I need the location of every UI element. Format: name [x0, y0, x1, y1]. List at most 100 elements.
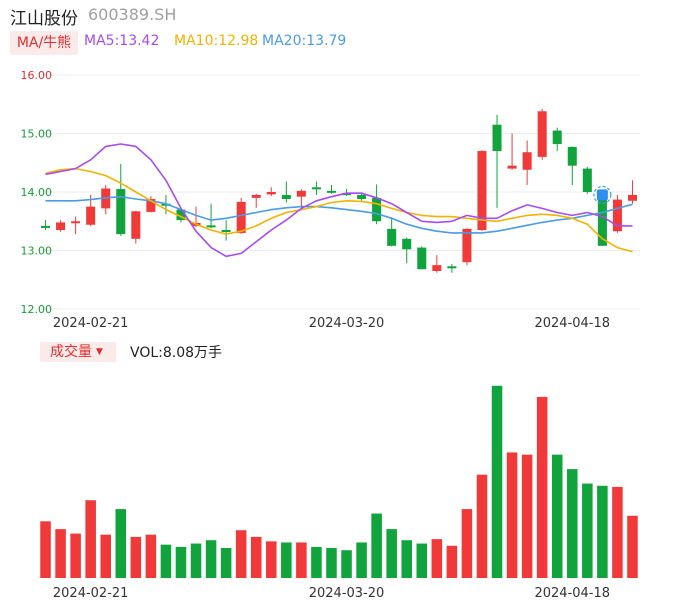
- candle-down: [116, 189, 126, 235]
- ma20-line: [45, 195, 633, 234]
- candle-up: [537, 111, 547, 157]
- date-tick-label: 2024-02-21: [53, 316, 129, 331]
- volume-bar-up: [506, 452, 518, 578]
- volume-bar-down: [190, 543, 202, 578]
- candle-down: [597, 196, 607, 246]
- price-tick-label: 15.00: [21, 128, 53, 141]
- volume-bar-up: [55, 529, 66, 578]
- candle-up: [507, 165, 517, 169]
- volume-bar-up: [431, 539, 443, 578]
- candle-down: [161, 203, 171, 206]
- signal-marker-ring: [593, 185, 612, 205]
- candle-down: [567, 146, 577, 166]
- stock-name: 江山股份: [10, 9, 78, 29]
- stock-code: 600389.SH: [88, 5, 177, 24]
- volume-bar-up: [521, 454, 533, 578]
- candle-down: [206, 225, 216, 228]
- candle-up: [462, 228, 472, 263]
- candle-up: [612, 199, 622, 232]
- volume-date-tick-label: 2024-04-18: [534, 586, 610, 601]
- candle-down: [402, 238, 412, 250]
- ma10-legend: MA10:12.98: [174, 33, 259, 49]
- volume-bar-up: [250, 536, 262, 578]
- candle-up: [131, 211, 141, 239]
- candle-up: [71, 221, 81, 224]
- candle-down: [342, 193, 352, 196]
- volume-bar-down: [597, 485, 608, 578]
- volume-bar-up: [85, 500, 96, 578]
- volume-bar-down: [281, 542, 292, 578]
- candle-down: [417, 247, 427, 270]
- candle-down: [492, 124, 502, 152]
- volume-bar-up: [612, 486, 623, 578]
- volume-bar-down: [582, 483, 593, 578]
- volume-bar-up: [266, 541, 277, 578]
- candle-down: [326, 190, 336, 193]
- ma-indicator-selector[interactable]: MA/牛熊: [10, 31, 78, 55]
- volume-date-tick-label: 2024-02-21: [53, 586, 129, 601]
- volume-bar-up: [100, 534, 111, 578]
- candle-down: [221, 230, 231, 233]
- candle-up: [296, 190, 306, 197]
- candle-down: [311, 187, 321, 190]
- volume-bar-up: [130, 536, 142, 578]
- price-tick-label: 12.00: [21, 303, 53, 316]
- volume-bar-down: [115, 509, 127, 578]
- ma20-legend: MA20:13.79: [262, 33, 347, 49]
- volume-bar-up: [627, 515, 638, 578]
- price-tick-label: 13.00: [21, 245, 53, 258]
- volume-bar-up: [446, 545, 458, 578]
- candle-down: [281, 194, 291, 200]
- volume-bar-up: [461, 509, 473, 578]
- candle-up: [236, 201, 246, 233]
- volume-bar-up: [145, 534, 157, 578]
- candle-down: [176, 209, 186, 221]
- volume-bar-down: [371, 513, 382, 578]
- candle-up: [251, 194, 261, 198]
- volume-bar-down: [175, 546, 187, 578]
- volume-bar-down: [356, 542, 367, 578]
- volume-date-tick-label: 2024-03-20: [309, 586, 385, 601]
- volume-bar-up: [476, 474, 488, 578]
- candle-up: [477, 151, 487, 231]
- candle-down: [582, 168, 592, 192]
- volume-bar-down: [326, 547, 337, 578]
- candle-up: [266, 192, 276, 195]
- price-tick-label: 14.00: [21, 186, 53, 199]
- candle-up: [86, 206, 96, 225]
- volume-tag-label: 成交量: [50, 344, 92, 360]
- volume-bar-down: [341, 550, 352, 578]
- ma5-legend: MA5:13.42: [84, 33, 160, 49]
- volume-bar-up: [536, 396, 548, 578]
- candle-down: [387, 228, 397, 246]
- volume-bar-up: [70, 533, 81, 578]
- volume-bar-down: [567, 469, 578, 578]
- volume-bar-down: [220, 547, 232, 578]
- ma10-line: [45, 167, 633, 253]
- candle-down: [357, 194, 367, 200]
- volume-bar-down: [311, 546, 322, 578]
- volume-indicator-selector[interactable]: 成交量 ▼: [40, 342, 116, 362]
- volume-value: VOL:8.08万手: [130, 345, 223, 361]
- volume-bar-up: [40, 521, 51, 578]
- signal-marker-icon: [596, 189, 608, 201]
- candle-down: [372, 197, 382, 222]
- ma5-line: [45, 143, 633, 258]
- candle-up: [522, 152, 532, 170]
- volume-bar-down: [205, 540, 217, 578]
- price-tick-label: 16.00: [21, 69, 53, 82]
- date-tick-label: 2024-04-18: [534, 316, 610, 331]
- candle-up: [627, 194, 637, 201]
- volume-bar-up: [296, 542, 307, 578]
- volume-bar-down: [416, 543, 428, 578]
- candle-down: [41, 225, 51, 228]
- candle-down: [552, 130, 562, 145]
- volume-bar-down: [160, 544, 172, 578]
- volume-bar-up: [235, 530, 247, 578]
- volume-bar-down: [386, 529, 397, 578]
- volume-bar-down: [401, 540, 412, 578]
- volume-bar-down: [491, 385, 503, 578]
- candle-up: [432, 265, 442, 271]
- candle-down: [447, 266, 457, 269]
